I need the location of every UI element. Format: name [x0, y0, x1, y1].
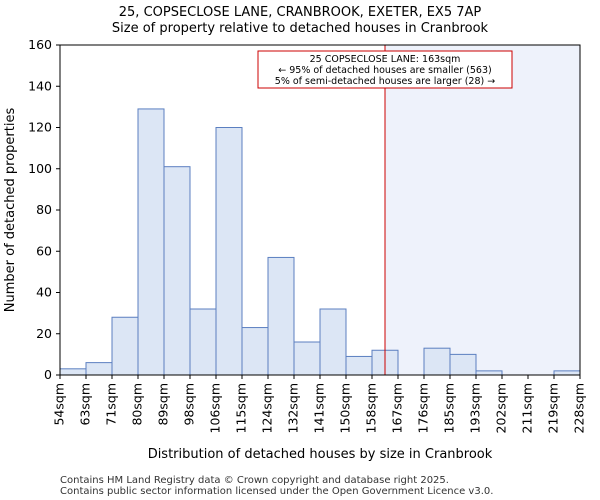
annotation-line-1: 25 COPSECLOSE LANE: 163sqm [310, 54, 461, 65]
x-tick-label: 80sqm [130, 383, 145, 426]
chart-title: 25, COPSECLOSE LANE, CRANBROOK, EXETER, … [119, 5, 482, 20]
x-axis-label: Distribution of detached houses by size … [148, 447, 493, 462]
bar-98sqm [189, 308, 217, 376]
y-tick-label: 100 [28, 161, 52, 176]
bar-54sqm [59, 368, 87, 376]
footer-line-2: Contains public sector information licen… [60, 486, 493, 497]
x-tick-label: 211sqm [520, 383, 535, 433]
x-tick-label: 219sqm [546, 383, 561, 433]
x-tick-label: 115sqm [234, 383, 249, 433]
bar-115sqm [241, 327, 269, 376]
bar-106sqm [215, 127, 243, 376]
bar-63sqm [85, 362, 113, 376]
annotation-line-3: 5% of semi-detached houses are larger (2… [275, 76, 495, 87]
x-tick-label: 158sqm [364, 383, 379, 433]
x-tick-label: 202sqm [494, 383, 509, 433]
x-tick-label: 106sqm [208, 383, 223, 433]
y-tick-label: 120 [28, 120, 52, 135]
y-tick-label: 80 [36, 202, 52, 217]
x-tick-label: 71sqm [104, 383, 119, 426]
y-tick-label: 60 [36, 243, 52, 258]
bar-71sqm [111, 316, 139, 376]
x-tick-label: 54sqm [52, 383, 67, 426]
plot-area: 0 20 40 60 80 100 120 140 160 54sqm 63sqm 71sqm 80sq… [28, 37, 586, 433]
x-tick-label: 176sqm [416, 383, 431, 433]
bar-185sqm [449, 353, 477, 376]
bar-80sqm [137, 108, 165, 376]
bar-193sqm [475, 370, 503, 376]
annotation-box: 25 COPSECLOSE LANE: 163sqm ← 95% of deta… [257, 50, 513, 89]
x-tick-label: 193sqm [468, 383, 483, 433]
bar-150sqm [345, 355, 373, 376]
x-tick-label: 185sqm [442, 383, 457, 433]
x-tick-label: 141sqm [312, 383, 327, 433]
bar-176sqm [423, 347, 451, 376]
bar-219sqm [553, 370, 581, 376]
annotation-line-2: ← 95% of detached houses are smaller (56… [278, 65, 491, 76]
x-tick-label: 228sqm [572, 383, 587, 433]
y-tick-label: 0 [44, 367, 52, 382]
highlight-region [385, 45, 580, 375]
x-tick-label: 132sqm [286, 383, 301, 433]
bar-132sqm [293, 341, 321, 376]
bar-141sqm [319, 308, 347, 376]
x-tick-label: 124sqm [260, 383, 275, 433]
bar-124sqm [267, 256, 295, 376]
y-tick-label: 20 [36, 326, 52, 341]
y-axis-label: Number of detached properties [3, 108, 18, 313]
y-tick-label: 40 [36, 285, 52, 300]
x-tick-label: 150sqm [338, 383, 353, 433]
x-tick-label: 89sqm [156, 383, 171, 426]
annotation-border [257, 50, 513, 89]
x-tick-label: 167sqm [390, 383, 405, 433]
footer-line-1: Contains HM Land Registry data © Crown c… [60, 475, 449, 486]
y-tick-label: 140 [28, 78, 52, 93]
x-tick-label: 98sqm [182, 383, 197, 426]
x-tick-label: 63sqm [78, 383, 93, 426]
chart-subtitle: Size of property relative to detached ho… [112, 21, 489, 36]
y-tick-label: 160 [28, 37, 52, 52]
bar-89sqm [163, 166, 191, 376]
